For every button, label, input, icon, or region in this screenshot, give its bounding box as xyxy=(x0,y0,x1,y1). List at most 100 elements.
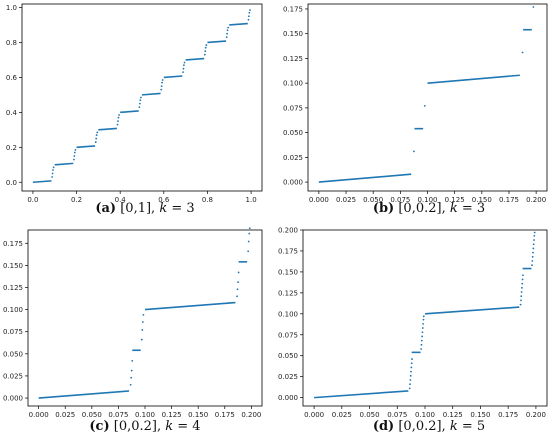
data-point xyxy=(423,105,426,107)
data-point xyxy=(51,172,54,175)
y-tick-label: 1.0 xyxy=(6,4,17,12)
data-segment xyxy=(98,127,117,131)
plot-frame xyxy=(307,3,548,192)
y-tick-label: 0.100 xyxy=(278,310,298,318)
plot-frame xyxy=(302,229,548,407)
data-point xyxy=(129,383,132,386)
subplot-caption: (d) [0,0.2], k = 5 xyxy=(373,419,485,434)
y-tick-label: 0.4 xyxy=(6,109,18,117)
data-point xyxy=(236,288,239,291)
caption-k: k xyxy=(165,419,173,434)
panel-d: 0.000 0.025 0.050 0.075 0.100 0.125 0.150 0.175… xyxy=(278,227,548,434)
y-tick-label: 0.125 xyxy=(3,284,23,292)
data-point xyxy=(532,251,534,254)
plot-frame xyxy=(27,229,263,407)
data-point xyxy=(130,369,133,372)
data-point xyxy=(139,99,142,102)
y-tick-label: 0.050 xyxy=(283,129,303,137)
data-point xyxy=(160,85,163,88)
y-tick-label: 0.8 xyxy=(6,39,17,47)
data-point xyxy=(532,243,535,246)
data-point xyxy=(161,81,163,84)
x-tick-label: 0.4 xyxy=(115,196,127,204)
subplot-caption: (c) [0,0.2], k = 4 xyxy=(89,419,200,434)
caption-interval: [0,0.2], xyxy=(394,419,450,434)
caption-letter: (b) xyxy=(373,201,394,216)
y-tick-label: 0.100 xyxy=(283,80,303,88)
caption-value: = 4 xyxy=(173,419,200,434)
x-tick-label: 0.125 xyxy=(445,196,465,204)
data-point xyxy=(182,64,185,67)
y-tick-label: 0.050 xyxy=(3,350,23,358)
data-point xyxy=(226,29,229,32)
caption-interval: [0,0.2], xyxy=(394,201,450,216)
data-point xyxy=(410,366,413,369)
data-segment xyxy=(76,145,96,149)
data-point xyxy=(421,331,424,334)
y-tick-label: 0.175 xyxy=(278,247,298,255)
data-segment xyxy=(38,390,130,399)
data-point xyxy=(94,141,97,143)
x-tick-label: 0.025 xyxy=(336,196,356,204)
y-tick-label: 0.000 xyxy=(283,179,303,187)
data-point xyxy=(205,44,208,46)
data-point xyxy=(183,61,186,64)
data-point xyxy=(51,176,54,178)
x-tick-label: 0.025 xyxy=(55,411,75,419)
caption-k: k xyxy=(450,419,458,434)
caption-value: = 3 xyxy=(458,201,485,216)
y-tick-label: 0.6 xyxy=(6,74,18,82)
data-point xyxy=(421,327,424,329)
data-point xyxy=(116,123,119,126)
data-segment xyxy=(120,110,139,114)
data-point xyxy=(138,106,141,109)
data-segment xyxy=(314,390,409,399)
data-point xyxy=(142,314,145,316)
x-tick-label: 0.125 xyxy=(162,411,182,419)
x-tick-label: 0.100 xyxy=(135,411,155,419)
data-point xyxy=(521,286,523,289)
data-segment xyxy=(207,40,227,44)
data-point xyxy=(422,318,425,321)
data-point xyxy=(409,383,411,386)
panel-b: 0.000 0.025 0.050 0.075 0.100 0.125 0.150 0.175… xyxy=(283,3,548,216)
data-segment xyxy=(229,22,248,26)
data-point xyxy=(138,102,141,105)
x-tick-label: 0.050 xyxy=(363,196,383,204)
data-point xyxy=(521,278,524,281)
data-point xyxy=(531,264,533,267)
x-tick-label: 0.075 xyxy=(108,411,128,419)
data-point xyxy=(413,150,415,153)
data-point xyxy=(117,116,120,119)
data-point xyxy=(410,370,412,373)
data-point xyxy=(532,247,535,250)
data-segment xyxy=(163,75,183,79)
x-tick-label: 0.150 xyxy=(188,411,208,419)
data-point xyxy=(52,166,55,169)
x-tick-label: 0.100 xyxy=(415,411,435,419)
caption-letter: (c) xyxy=(89,419,109,434)
subplot-caption: (b) [0,0.2], k = 3 xyxy=(373,201,485,216)
data-point xyxy=(74,149,77,151)
data-point xyxy=(141,321,144,323)
data-point xyxy=(247,18,250,21)
x-tick-label: 0.175 xyxy=(498,411,518,419)
data-point xyxy=(73,151,76,154)
y-tick-label: 0.175 xyxy=(283,5,303,13)
data-point xyxy=(522,274,524,277)
x-tick-label: 0.050 xyxy=(82,411,102,419)
y-tick-label: 0.025 xyxy=(278,373,298,381)
x-tick-label: 0.125 xyxy=(443,411,463,419)
data-segment xyxy=(427,74,520,84)
data-point xyxy=(247,240,250,243)
x-tick-label: 0.075 xyxy=(390,196,410,204)
x-tick-label: 0.175 xyxy=(215,411,235,419)
y-tick-label: 0.025 xyxy=(3,372,23,380)
x-tick-label: 1.0 xyxy=(246,196,257,204)
caption-interval: [0,0.2], xyxy=(110,419,166,434)
y-tick-label: 0.150 xyxy=(3,262,23,270)
y-tick-label: 0.200 xyxy=(278,227,298,235)
x-tick-label: 0.2 xyxy=(71,196,82,204)
caption-value: = 3 xyxy=(167,201,194,216)
caption-k: k xyxy=(450,201,458,216)
